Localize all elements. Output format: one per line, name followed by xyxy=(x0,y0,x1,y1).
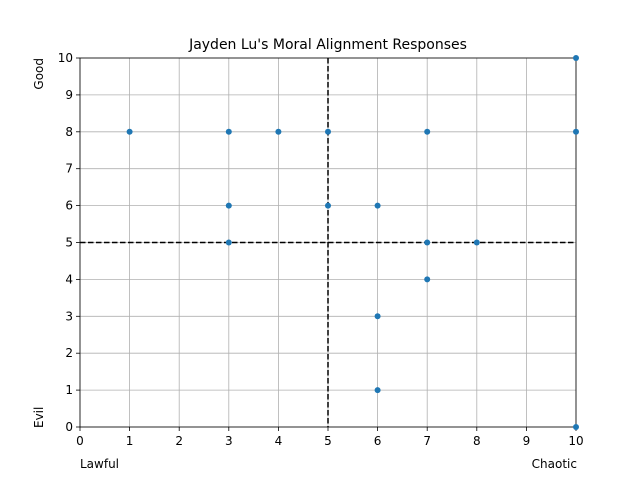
scatter-point xyxy=(573,424,579,430)
scatter-point xyxy=(225,239,232,246)
x-tick-label: 3 xyxy=(225,434,233,448)
scatter-point xyxy=(325,128,331,135)
x-tick-label: 1 xyxy=(126,434,134,448)
scatter-point xyxy=(473,239,480,246)
scatter-point xyxy=(424,276,431,283)
y-tick-label: 2 xyxy=(65,346,73,360)
y-tick-label: 8 xyxy=(65,125,73,139)
chart-title: Jayden Lu's Moral Alignment Responses xyxy=(188,37,467,53)
y-tick-label: 5 xyxy=(65,236,73,250)
scatter-point xyxy=(573,55,579,61)
plot-area: 0 1 2 3 4 5 6 7 8 9 10 0 1 2 3 4 5 6 7 8 9 10 xyxy=(58,51,584,448)
x-label-lawful: Lawful xyxy=(80,457,119,471)
scatter-point xyxy=(325,202,331,209)
y-tick-label: 6 xyxy=(65,199,73,213)
x-tick-label: 0 xyxy=(76,434,84,448)
scatter-point xyxy=(424,128,431,135)
y-label-evil: Evil xyxy=(32,407,46,428)
scatter-point xyxy=(225,128,232,135)
y-tick-label: 3 xyxy=(65,309,73,323)
y-tick-label: 9 xyxy=(65,88,73,102)
y-tick-label: 7 xyxy=(65,162,73,176)
x-tick-label: 10 xyxy=(568,434,583,448)
scatter-point xyxy=(225,202,232,209)
x-tick-label: 5 xyxy=(324,434,332,448)
scatter-point xyxy=(573,128,579,135)
y-tick-label: 1 xyxy=(65,383,73,397)
x-label-chaotic: Chaotic xyxy=(532,457,577,471)
y-tick-label: 0 xyxy=(65,420,73,434)
scatter-point xyxy=(126,128,133,135)
scatter-point xyxy=(275,128,282,135)
scatter-point xyxy=(374,313,381,320)
x-tick-label: 6 xyxy=(374,434,382,448)
x-tick-label: 8 xyxy=(473,434,481,448)
x-tick-label: 9 xyxy=(523,434,531,448)
x-tick-label: 7 xyxy=(423,434,431,448)
x-tick-label: 2 xyxy=(175,434,183,448)
y-tick-label: 4 xyxy=(65,272,73,286)
x-tick-label: 4 xyxy=(275,434,283,448)
y-label-good: Good xyxy=(32,58,46,90)
scatter-point xyxy=(374,202,381,209)
scatter-point xyxy=(424,239,431,246)
y-tick-label: 10 xyxy=(58,51,73,65)
scatter-point xyxy=(374,387,381,394)
